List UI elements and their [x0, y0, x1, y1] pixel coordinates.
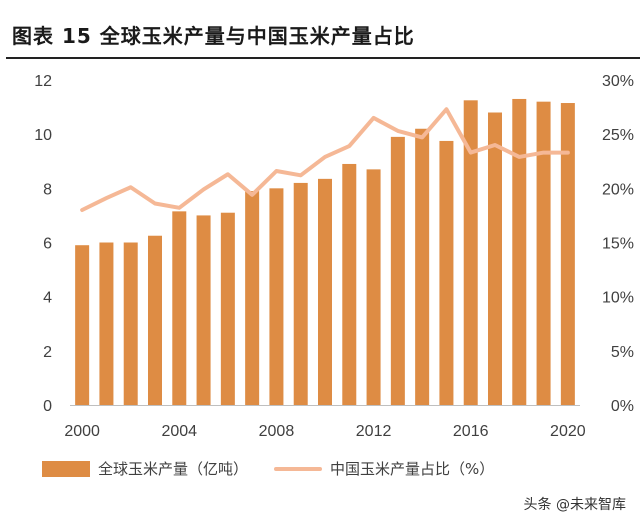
- bar-2005: [196, 215, 211, 405]
- bar-2000: [75, 245, 90, 405]
- right-tick-label: 20%: [602, 181, 634, 198]
- right-tick-label: 10%: [602, 290, 634, 307]
- left-tick-label: 10: [34, 127, 52, 144]
- legend-bar-swatch: [42, 460, 90, 477]
- left-tick-label: 8: [43, 181, 52, 198]
- figure-title: 图表 15 全球玉米产量与中国玉米产量占比: [12, 24, 415, 48]
- bar-2001: [99, 242, 114, 405]
- right-tick-label: 25%: [602, 127, 634, 144]
- legend-item-bars: 全球玉米产量（亿吨）: [42, 458, 248, 479]
- bar-series: [75, 98, 575, 406]
- bar-2007: [245, 191, 260, 405]
- bar-2008: [269, 188, 284, 405]
- x-axis-ticks: 2000 2004 2008 2012 2016 2020: [64, 423, 585, 440]
- watermark: 头条 @未来智库: [523, 497, 626, 513]
- bar-2004: [172, 211, 187, 405]
- x-tick-label: 2012: [356, 423, 392, 440]
- bar-2010: [318, 178, 332, 405]
- bar-2017: [488, 112, 502, 405]
- left-tick-label: 4: [43, 290, 52, 307]
- legend-line-swatch: [274, 466, 323, 471]
- left-tick-label: 12: [34, 73, 52, 90]
- left-tick-label: 0: [43, 398, 52, 415]
- bar-2006: [220, 212, 235, 405]
- bar-2002: [123, 242, 138, 405]
- bar-2003: [148, 235, 162, 405]
- bar-2016: [463, 100, 478, 405]
- bar-2019: [536, 101, 551, 406]
- right-tick-label: 0%: [611, 398, 634, 415]
- bar-2018: [512, 98, 527, 405]
- title-underline: [6, 57, 640, 59]
- bar-2020: [560, 103, 575, 405]
- bar-2014: [415, 128, 430, 405]
- left-tick-label: 2: [43, 344, 52, 361]
- right-tick-label: 30%: [602, 73, 634, 90]
- x-tick-label: 2008: [259, 423, 295, 440]
- legend-label-line: 中国玉米产量占比（%）: [330, 460, 495, 478]
- legend-item-line: 中国玉米产量占比（%）: [274, 458, 494, 479]
- legend-label-bars: 全球玉米产量（亿吨）: [98, 460, 249, 478]
- right-tick-label: 5%: [611, 344, 634, 361]
- x-tick-label: 2000: [64, 423, 100, 440]
- x-tick-label: 2016: [453, 423, 489, 440]
- line-series: [80, 107, 570, 212]
- left-tick-label: 6: [43, 236, 52, 253]
- legend: 全球玉米产量（亿吨） 中国玉米产量占比（%）: [42, 458, 494, 479]
- x-tick-label: 2020: [550, 423, 586, 440]
- right-tick-label: 15%: [602, 236, 634, 253]
- left-axis-ticks: 0 2 4 6 8 10 12: [34, 73, 52, 415]
- bar-2013: [390, 136, 405, 405]
- x-tick-label: 2004: [161, 423, 197, 440]
- bar-2015: [439, 140, 454, 405]
- bar-2009: [293, 182, 308, 405]
- bar-2012: [366, 169, 381, 405]
- bar-2011: [342, 163, 357, 405]
- right-axis-ticks: 0% 5% 10% 15% 20% 25% 30%: [602, 73, 634, 415]
